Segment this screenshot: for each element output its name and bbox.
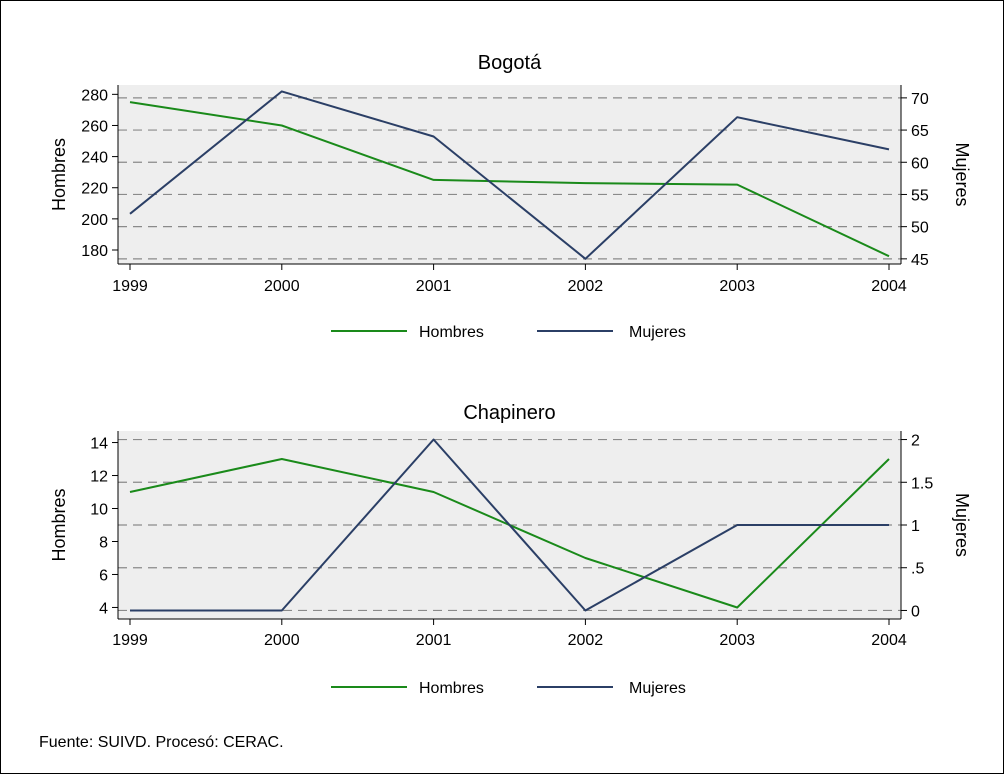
legend-label-hombres: Hombres — [419, 324, 484, 341]
x-tick-label: 1999 — [112, 278, 148, 295]
y-axis-label-right: Mujeres — [952, 493, 972, 557]
y-tick-label-right: 50 — [911, 220, 929, 237]
y-tick-label-left: 240 — [81, 150, 108, 167]
series-line-mujeres — [130, 438, 889, 612]
x-tick-label: 2004 — [871, 632, 907, 649]
x-tick-label: 2003 — [719, 278, 755, 295]
x-tick-label: 2001 — [416, 278, 452, 295]
y-tick-label-right: 0 — [911, 603, 920, 620]
y-axis-label-right: Mujeres — [952, 142, 972, 206]
plot-area — [118, 85, 901, 264]
y-tick-label-right: 45 — [911, 252, 929, 269]
y-tick-label-right: 55 — [911, 187, 929, 204]
legend-label-mujeres: Mujeres — [629, 680, 686, 697]
y-tick-label-right: 1.5 — [911, 475, 933, 492]
y-tick-label-left: 200 — [81, 212, 108, 229]
legend: Hombres Mujeres — [331, 324, 686, 341]
x-tick-label: 2000 — [264, 632, 300, 649]
x-tick-label: 1999 — [112, 632, 148, 649]
legend-label-hombres: Hombres — [419, 680, 484, 697]
legend: Hombres Mujeres — [331, 680, 686, 697]
y-tick-label-left: 280 — [81, 87, 108, 104]
x-tick-label: 2002 — [568, 278, 604, 295]
y-axis-label-left: Hombres — [49, 488, 69, 561]
y-tick-label-right: 70 — [911, 91, 929, 108]
chart-title: Bogotá — [478, 52, 542, 74]
y-tick-label-left: 260 — [81, 118, 108, 135]
chart-bogota: 180 200 220 240 260 280 45 50 55 60 65 70 1999 2000 20… — [49, 52, 972, 341]
x-tick-label: 2003 — [719, 632, 755, 649]
chart-title: Chapinero — [463, 402, 555, 424]
legend-label-mujeres: Mujeres — [629, 324, 686, 341]
x-tick-label: 2002 — [568, 632, 604, 649]
y-tick-label-right: 1 — [911, 518, 920, 535]
y-tick-label-left: 8 — [99, 534, 108, 551]
x-tick-label: 2000 — [264, 278, 300, 295]
y-tick-label-left: 14 — [90, 436, 108, 453]
x-tick-label: 2004 — [871, 278, 907, 295]
y-tick-label-left: 12 — [90, 469, 108, 486]
series-line-mujeres — [129, 90, 890, 260]
chart-chapinero: 4 6 8 10 12 14 0 .5 1 1.5 2 1999 2000 2001 2002 2003 200… — [49, 402, 972, 697]
y-tick-label-left: 10 — [90, 502, 108, 519]
series-line-hombres — [129, 101, 890, 258]
y-tick-label-right: 2 — [911, 433, 920, 450]
y-axis-label-left: Hombres — [49, 138, 69, 211]
y-tick-label-left: 6 — [99, 567, 108, 584]
y-tick-label-left: 4 — [99, 600, 108, 617]
y-tick-label-left: 180 — [81, 243, 108, 260]
source-note: Fuente: SUIVD. Procesó: CERAC. — [39, 734, 284, 751]
y-tick-label-right: .5 — [911, 561, 924, 578]
y-tick-label-left: 220 — [81, 181, 108, 198]
x-tick-label: 2001 — [416, 632, 452, 649]
y-tick-label-right: 65 — [911, 123, 929, 140]
y-tick-label-right: 60 — [911, 155, 929, 172]
